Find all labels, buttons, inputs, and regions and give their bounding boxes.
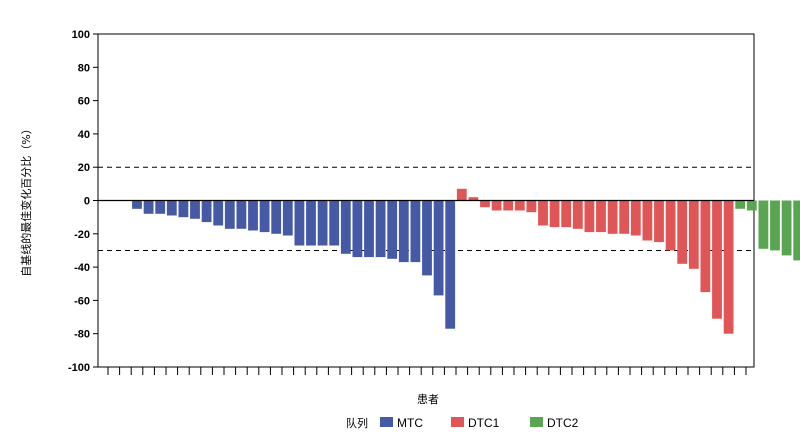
legend-title: 队列 xyxy=(346,416,368,430)
bar-mtc xyxy=(155,200,166,214)
y-tick-label: 0 xyxy=(84,196,90,208)
y-axis-title-group: 自基线的最佳变化百分比（%） xyxy=(19,123,33,276)
y-axis-title: 自基线的最佳变化百分比（%） xyxy=(19,123,33,276)
legend-swatch xyxy=(451,417,464,427)
bar-mtc xyxy=(248,200,258,231)
y-tick-label: 100 xyxy=(72,29,90,41)
bar-mtc xyxy=(445,200,456,329)
legend: 队列 MTC DTC1 DTC2 xyxy=(346,416,579,430)
bar-mtc xyxy=(201,200,212,223)
bar-dtc1 xyxy=(688,200,699,269)
bar-mtc xyxy=(143,200,154,214)
bar-dtc1 xyxy=(665,200,676,251)
y-tick-label: 80 xyxy=(78,62,90,74)
bar-dtc1 xyxy=(712,200,722,319)
bar-dtc1 xyxy=(514,200,525,211)
bar-mtc xyxy=(213,200,224,226)
bar-dtc1 xyxy=(503,200,514,211)
legend-swatch xyxy=(380,417,393,427)
bar-mtc xyxy=(364,200,374,258)
legend-label: DTC1 xyxy=(468,416,500,430)
bar-mtc xyxy=(352,200,363,258)
bar-dtc2 xyxy=(746,200,757,211)
bar-mtc xyxy=(190,200,200,219)
legend-label: MTC xyxy=(397,416,423,430)
bar-mtc xyxy=(166,200,177,216)
y-tick-label: -80 xyxy=(74,329,90,341)
bar-mtc xyxy=(398,200,409,263)
bar-dtc1 xyxy=(480,200,490,208)
bar-dtc1 xyxy=(572,200,583,229)
bar-dtc2 xyxy=(793,200,800,261)
bar-dtc1 xyxy=(456,188,467,201)
bar-mtc xyxy=(224,200,235,229)
bar-dtc1 xyxy=(538,200,548,226)
bar-dtc2 xyxy=(770,200,780,251)
bar-mtc xyxy=(317,200,328,246)
bar-dtc1 xyxy=(607,200,618,234)
bar-dtc2 xyxy=(758,200,769,249)
legend-label: DTC2 xyxy=(547,416,579,430)
bar-dtc1 xyxy=(654,200,664,243)
y-tick-label: -100 xyxy=(68,362,90,374)
bar-dtc1 xyxy=(596,200,606,233)
bar-mtc xyxy=(271,200,282,234)
bar-dtc1 xyxy=(700,200,711,293)
bar-dtc2 xyxy=(781,200,792,256)
bar-mtc xyxy=(410,200,421,263)
bar-mtc xyxy=(340,200,351,254)
y-tick-label: 60 xyxy=(78,96,90,108)
bar-mtc xyxy=(329,200,340,246)
bar-mtc xyxy=(306,200,316,246)
y-tick-label: -40 xyxy=(74,262,90,274)
y-tick-label: 20 xyxy=(78,162,90,174)
bar-dtc2 xyxy=(735,200,746,209)
bar-dtc1 xyxy=(630,200,641,236)
plot-area: 100 80 60 40 20 0 -20 -40 -60 -80 -100 xyxy=(68,29,800,375)
bar-dtc1 xyxy=(491,200,502,211)
bar-dtc1 xyxy=(677,200,688,264)
y-tick-label: 40 xyxy=(78,129,90,141)
legend-swatch xyxy=(530,417,543,427)
bar-dtc1 xyxy=(642,200,653,241)
bar-dtc1 xyxy=(723,200,734,334)
bar-mtc xyxy=(282,200,293,236)
bar-mtc xyxy=(433,200,444,296)
bar-dtc1 xyxy=(526,200,537,213)
bar-dtc1 xyxy=(561,200,572,228)
bar-mtc xyxy=(387,200,398,259)
y-tick-label: -60 xyxy=(74,295,90,307)
bar-mtc xyxy=(178,200,189,218)
bar-mtc xyxy=(375,200,386,258)
bar-mtc xyxy=(422,200,432,276)
bar-mtc xyxy=(236,200,247,229)
y-tick-label: -20 xyxy=(74,229,90,241)
bar-dtc1 xyxy=(549,200,560,228)
x-axis-title: 患者 xyxy=(417,393,439,406)
bar-dtc1 xyxy=(468,197,479,201)
bar-dtc1 xyxy=(619,200,630,234)
bar-mtc xyxy=(259,200,270,233)
bar-mtc xyxy=(294,200,305,246)
bar-mtc xyxy=(132,200,142,209)
bar-dtc1 xyxy=(584,200,595,233)
